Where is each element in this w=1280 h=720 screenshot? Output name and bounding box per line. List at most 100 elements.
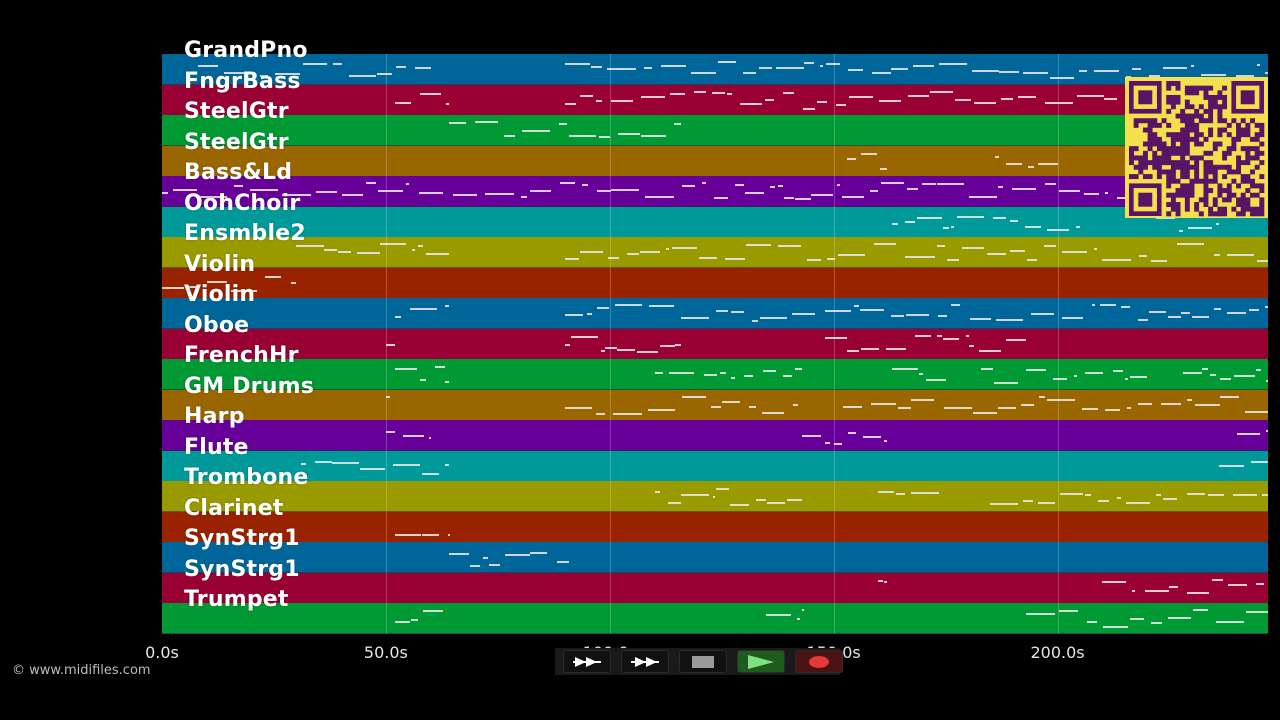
fast-forward-button[interactable] (621, 650, 669, 673)
track-label: FrenchHr (184, 343, 299, 368)
note-segment (1124, 378, 1129, 380)
note-segment (1044, 245, 1056, 247)
note-segment (1079, 70, 1087, 72)
note-segment (645, 196, 675, 198)
note-segment (579, 251, 604, 253)
note-segment (1149, 311, 1166, 313)
note-segment (1236, 433, 1261, 435)
note-segment (470, 565, 481, 567)
note-segment (1244, 411, 1268, 413)
note-segment (725, 258, 745, 260)
note-segment (654, 491, 660, 493)
note-segment (380, 243, 406, 245)
note-segment (824, 337, 847, 339)
time-gridline (385, 54, 387, 634)
track-label: SynStrg1 (184, 557, 300, 582)
track-label: SynStrg1 (184, 526, 300, 551)
track-label: Oboe (184, 313, 250, 338)
note-segment (410, 308, 438, 310)
note-segment (1266, 380, 1269, 382)
note-segment (896, 493, 905, 495)
note-segment (711, 406, 722, 408)
note-segment (680, 317, 709, 319)
note-segment (564, 63, 590, 65)
time-tick-label: 0.0s (145, 643, 179, 662)
note-segment (1187, 592, 1209, 594)
note-segment (406, 183, 410, 185)
note-segment (1137, 319, 1149, 321)
note-segment (1246, 611, 1268, 613)
note-segment (938, 315, 947, 317)
note-segment (1017, 96, 1037, 98)
note-segment (880, 168, 888, 170)
note-segment (943, 338, 959, 340)
note-segment (701, 182, 707, 184)
note-segment (520, 196, 527, 198)
play-button[interactable] (737, 650, 785, 673)
note-segment (910, 492, 939, 494)
note-segment (792, 404, 798, 406)
note-segment (954, 99, 971, 101)
note-segment (1047, 229, 1069, 231)
note-segment (966, 335, 969, 337)
note-segment (990, 503, 1019, 505)
note-segment (1265, 72, 1268, 74)
note-segment (1216, 223, 1219, 225)
note-segment (394, 621, 411, 623)
note-segment (434, 366, 445, 368)
note-segment (791, 313, 816, 315)
note-segment (669, 93, 686, 95)
note-segment (1045, 102, 1074, 104)
play-icon (748, 654, 774, 669)
note-segment (296, 245, 325, 247)
note-segment (956, 216, 984, 218)
track-label: Trumpet (184, 587, 289, 612)
note-segment (1137, 403, 1153, 405)
track-lane (162, 268, 1268, 299)
note-segment (974, 102, 996, 104)
note-segment (197, 65, 219, 67)
note-segment (717, 61, 737, 63)
note-segment (1021, 404, 1034, 406)
note-segment (1151, 260, 1168, 262)
record-button[interactable] (795, 650, 843, 673)
note-segment (1059, 190, 1080, 192)
rewind-button[interactable] (563, 650, 611, 673)
note-segment (1227, 312, 1246, 314)
note-segment (726, 93, 733, 95)
note-segment (1031, 313, 1054, 315)
note-segment (681, 494, 709, 496)
stop-button[interactable] (679, 650, 727, 673)
note-segment (1093, 70, 1120, 72)
note-segment (359, 468, 386, 470)
note-segment (332, 63, 342, 65)
note-segment (1167, 316, 1181, 318)
note-segment (600, 350, 606, 352)
note-segment (782, 92, 795, 94)
note-segment (992, 217, 1006, 219)
note-segment (377, 190, 404, 192)
note-segment (587, 313, 593, 315)
note-segment (1228, 584, 1248, 586)
note-segment (482, 557, 488, 559)
note-segment (1092, 304, 1096, 306)
note-segment (682, 396, 707, 398)
note-segment (640, 96, 666, 98)
note-segment (795, 368, 803, 370)
stop-icon (692, 655, 714, 668)
note-segment (1074, 375, 1078, 377)
note-segment (847, 69, 864, 71)
track-label: SteelGtr (184, 99, 289, 124)
note-segment (1121, 306, 1131, 308)
note-segment (1098, 500, 1109, 502)
note-segment (968, 196, 997, 198)
lane-separator (162, 389, 1268, 390)
track-lane (162, 146, 1268, 177)
note-segment (937, 245, 945, 247)
note-segment (802, 435, 821, 437)
note-segment (1027, 259, 1038, 261)
note-segment (734, 184, 745, 186)
note-segment (331, 462, 360, 464)
note-segment (863, 436, 882, 438)
copyright-text: © www.midifiles.com (12, 663, 151, 678)
